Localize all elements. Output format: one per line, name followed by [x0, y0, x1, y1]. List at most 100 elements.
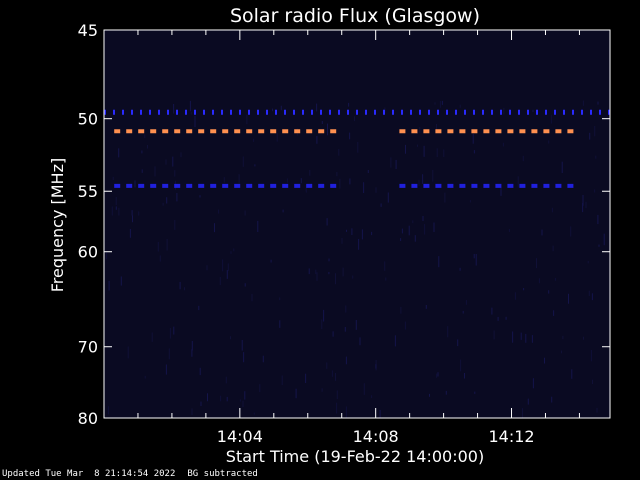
noise-speck: [520, 332, 522, 340]
noise-speck: [120, 276, 122, 286]
noise-speck: [548, 290, 550, 294]
noise-speck: [571, 369, 573, 379]
noise-speck: [551, 396, 553, 403]
noise-speck: [384, 261, 386, 271]
noise-speck: [115, 197, 117, 206]
noise-speck: [475, 254, 477, 266]
noise-speck: [118, 207, 120, 216]
noise-speck: [550, 114, 552, 124]
x-axis: 14:04 14:08 14:12: [137, 30, 580, 446]
noise-speck: [173, 104, 175, 114]
noise-speck: [176, 193, 178, 202]
noise-speck: [441, 100, 443, 105]
noise-speck: [502, 142, 504, 147]
noise-speck: [597, 101, 599, 105]
noise-speck: [282, 209, 284, 213]
noise-speck: [286, 178, 288, 183]
noise-speck: [238, 174, 240, 184]
y-tick-label: 60: [78, 243, 98, 262]
noise-speck: [165, 159, 167, 165]
noise-speck: [538, 278, 540, 284]
noise-speck: [371, 231, 373, 236]
noise-speck: [141, 150, 143, 154]
noise-speck: [342, 267, 344, 277]
noise-speck: [562, 335, 564, 340]
noise-speck: [168, 348, 170, 360]
noise-speck: [385, 277, 387, 281]
x-tick-label: 14:12: [488, 427, 534, 446]
noise-speck: [198, 305, 200, 311]
noise-speck: [338, 149, 340, 156]
noise-speck: [588, 290, 590, 296]
noise-speck: [417, 144, 418, 147]
noise-speck: [141, 169, 143, 173]
noise-speck: [129, 229, 131, 238]
noise-speck: [327, 123, 328, 136]
noise-speck: [199, 367, 201, 376]
noise-speck: [159, 255, 161, 262]
chart-title: Solar radio Flux (Glasgow): [230, 5, 480, 27]
noise-speck: [436, 148, 438, 157]
noise-speck: [251, 293, 253, 302]
noise-speck: [308, 268, 310, 275]
noise-speck: [345, 356, 347, 365]
noise-speck: [179, 281, 181, 290]
noise-speck: [354, 116, 355, 122]
noise-speck: [345, 305, 347, 313]
noise-speck: [279, 320, 281, 328]
noise-speck: [244, 283, 246, 287]
noise-speck: [138, 211, 140, 216]
noise-speck: [259, 384, 261, 393]
noise-speck: [532, 378, 534, 389]
noise-speck: [315, 269, 317, 275]
noise-speck: [352, 275, 354, 279]
emission-bands: [104, 109, 610, 188]
noise-speck: [443, 149, 445, 157]
noise-speck: [400, 238, 402, 241]
noise-speck: [536, 258, 537, 269]
noise-speck: [587, 261, 589, 264]
noise-speck: [332, 331, 334, 337]
noise-speck: [358, 239, 360, 250]
noise-speck: [439, 101, 441, 108]
noise-speck: [172, 156, 174, 167]
noise-speck: [305, 373, 307, 383]
updated-timestamp: Updated Tue Mar 8 21:14:54 2022: [2, 469, 176, 479]
noise-speck: [552, 245, 554, 252]
noise-speck: [401, 228, 403, 234]
noise-speck: [305, 184, 307, 193]
noise-speck: [226, 396, 228, 402]
noise-speck: [445, 390, 447, 395]
noise-speck: [472, 134, 474, 144]
noise-speck: [404, 321, 406, 330]
noise-speck: [349, 178, 351, 185]
noise-speck: [375, 364, 377, 369]
noise-speck: [154, 166, 156, 177]
noise-speck: [309, 169, 311, 176]
noise-speck: [561, 161, 563, 173]
noise-speck: [522, 408, 523, 418]
noise-speck: [594, 126, 596, 137]
noise-speck: [419, 127, 421, 133]
noise-speck: [339, 178, 341, 189]
noise-speck: [387, 192, 389, 203]
noise-speck: [433, 222, 435, 232]
noise-speck: [336, 402, 338, 414]
noise-speck: [603, 233, 605, 246]
noise-speck: [568, 293, 569, 304]
noise-speck: [335, 373, 336, 381]
noise-speck: [594, 189, 596, 193]
noise-speck: [341, 238, 343, 244]
noise-speck: [589, 132, 591, 140]
noise-speck: [500, 187, 502, 196]
noise-speck: [227, 263, 229, 272]
noise-speck: [473, 254, 475, 259]
noise-speck: [497, 316, 499, 321]
noise-speck: [199, 195, 201, 198]
noise-speck: [219, 277, 221, 286]
noise-speck: [323, 309, 325, 322]
noise-speck: [363, 383, 365, 395]
noise-speck: [349, 132, 351, 140]
noise-speck: [336, 390, 338, 400]
noise-speck: [242, 400, 244, 408]
